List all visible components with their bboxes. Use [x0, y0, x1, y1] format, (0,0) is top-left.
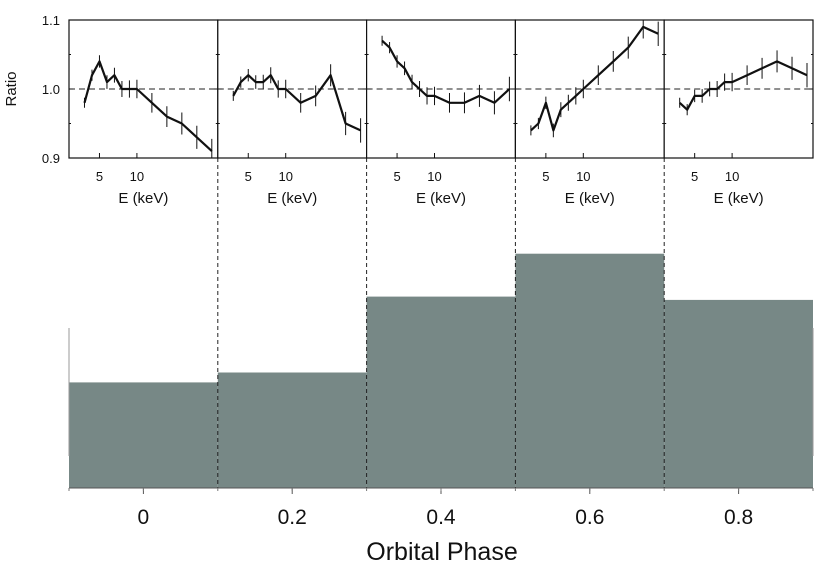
- energy-axis-label: E (keV): [416, 190, 466, 207]
- energy-tick-label: 5: [542, 169, 549, 184]
- ratio-panels: 0.91.01.15 10E (keV)5 10E (keV)5 10E (keV)5…: [42, 13, 814, 207]
- phase-tick-label: 0.2: [278, 506, 307, 529]
- phase-tick-label: 0.4: [426, 506, 456, 529]
- energy-tick-label: 5: [393, 169, 400, 184]
- ratio-panel-4: 5 10 E (keV): [663, 19, 814, 207]
- ratio-panel-2: 5 10 E (keV): [366, 19, 517, 207]
- ratio-tick-label: 0.9: [42, 151, 60, 166]
- ratio-axis-label: Ratio: [3, 71, 20, 106]
- energy-tick-label: 10: [576, 169, 590, 184]
- energy-axis-label: E (keV): [118, 190, 168, 207]
- phase-axis: 0 0.2 0.4 0.6 0.8: [68, 328, 814, 529]
- phase-bar-2: [366, 296, 516, 488]
- ratio-panel-0: 5 10 E (keV): [68, 19, 219, 207]
- ratio-panel-1: 5 10 E (keV): [217, 19, 368, 207]
- energy-tick-label: 10: [130, 169, 144, 184]
- phase-tick-label: 0.6: [575, 506, 604, 529]
- ratio-tick-label: 1.0: [42, 82, 60, 97]
- phase-tick-label: 0.8: [724, 506, 753, 529]
- energy-axis-label: E (keV): [267, 190, 317, 207]
- energy-tick-label: 5: [96, 169, 103, 184]
- energy-tick-label: 5: [691, 169, 698, 184]
- energy-axis-label: E (keV): [714, 190, 764, 207]
- ratio-tick-label: 1.1: [42, 13, 60, 28]
- x-axis-label: Orbital Phase: [366, 538, 517, 566]
- phase-tick-label: 0: [138, 506, 150, 529]
- phase-bar-4: [664, 299, 813, 488]
- energy-tick-label: 10: [725, 169, 739, 184]
- phase-bar-3: [515, 253, 665, 488]
- phase-bin-dividers: [217, 158, 665, 488]
- phase-histogram: [69, 253, 813, 488]
- energy-tick-label: 5: [245, 169, 252, 184]
- energy-tick-label: 10: [427, 169, 441, 184]
- phase-bar-1: [217, 372, 367, 488]
- ratio-panel-3: 5 10 E (keV): [514, 19, 665, 207]
- energy-axis-label: E (keV): [565, 190, 615, 207]
- energy-tick-label: 10: [278, 169, 292, 184]
- phase-bar-0: [69, 382, 218, 488]
